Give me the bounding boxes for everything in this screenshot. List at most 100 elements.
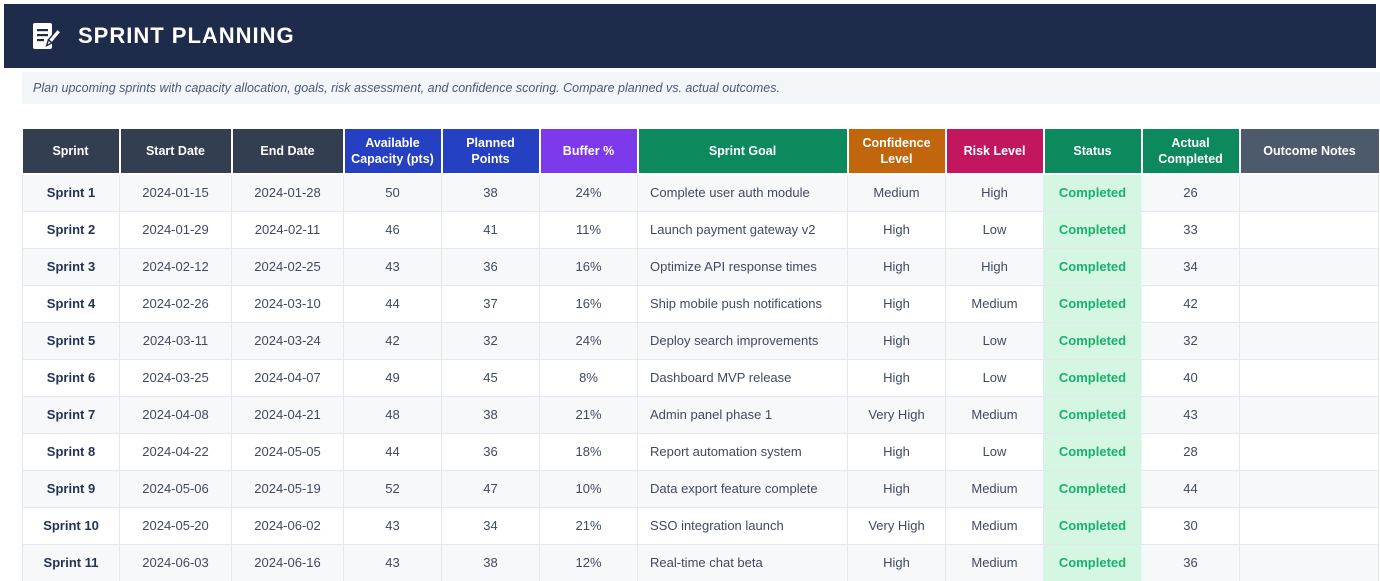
table-row: Sprint 11 2024-06-03 2024-06-16 43 38 12% Real… bbox=[22, 543, 1379, 581]
confidence-cell: High bbox=[847, 358, 946, 397]
actual-cell: 43 bbox=[1141, 395, 1240, 434]
table-row: Sprint 8 2024-04-22 2024-05-05 44 36 18% Repor… bbox=[22, 432, 1379, 471]
start_date-cell: 2024-04-22 bbox=[119, 432, 232, 471]
confidence-cell: High bbox=[847, 432, 946, 471]
title-banner: SPRINT PLANNING bbox=[4, 4, 1376, 68]
goal-cell: Deploy search improvements bbox=[637, 321, 848, 360]
sprint-cell: Sprint 3 bbox=[22, 247, 120, 286]
end_date-cell: 2024-05-19 bbox=[231, 469, 344, 508]
column-header-status: Status bbox=[1043, 129, 1143, 175]
confidence-cell: High bbox=[847, 469, 946, 508]
buffer-cell: 24% bbox=[539, 173, 638, 212]
end_date-cell: 2024-01-28 bbox=[231, 173, 344, 212]
table-header-row: Sprint Start Date End Date Available Capaci… bbox=[22, 129, 1379, 175]
capacity-cell: 52 bbox=[343, 469, 442, 508]
column-header-end_date: End Date bbox=[231, 129, 345, 175]
actual-cell: 28 bbox=[1141, 432, 1240, 471]
buffer-cell: 10% bbox=[539, 469, 638, 508]
notes-cell bbox=[1239, 543, 1379, 581]
start_date-cell: 2024-03-25 bbox=[119, 358, 232, 397]
planned-cell: 37 bbox=[441, 284, 540, 323]
capacity-cell: 42 bbox=[343, 321, 442, 360]
start_date-cell: 2024-06-03 bbox=[119, 543, 232, 581]
actual-cell: 26 bbox=[1141, 173, 1240, 212]
planned-cell: 38 bbox=[441, 395, 540, 434]
actual-cell: 36 bbox=[1141, 543, 1240, 581]
buffer-cell: 21% bbox=[539, 506, 638, 545]
start_date-cell: 2024-03-11 bbox=[119, 321, 232, 360]
planned-cell: 41 bbox=[441, 210, 540, 249]
start_date-cell: 2024-05-06 bbox=[119, 469, 232, 508]
notes-cell bbox=[1239, 321, 1379, 360]
status-cell: Completed bbox=[1043, 543, 1142, 581]
risk-cell: Low bbox=[945, 432, 1044, 471]
status-cell: Completed bbox=[1043, 210, 1142, 249]
sprint-cell: Sprint 6 bbox=[22, 358, 120, 397]
column-header-planned: Planned Points bbox=[441, 129, 541, 175]
confidence-cell: Medium bbox=[847, 173, 946, 212]
goal-cell: Real-time chat beta bbox=[637, 543, 848, 581]
goal-cell: Admin panel phase 1 bbox=[637, 395, 848, 434]
confidence-cell: High bbox=[847, 321, 946, 360]
end_date-cell: 2024-02-11 bbox=[231, 210, 344, 249]
goal-cell: Data export feature complete bbox=[637, 469, 848, 508]
planned-cell: 38 bbox=[441, 543, 540, 581]
start_date-cell: 2024-02-26 bbox=[119, 284, 232, 323]
table-row: Sprint 2 2024-01-29 2024-02-11 46 41 11% Launc… bbox=[22, 210, 1379, 249]
column-header-sprint: Sprint bbox=[22, 129, 121, 175]
risk-cell: Medium bbox=[945, 543, 1044, 581]
status-cell: Completed bbox=[1043, 247, 1142, 286]
sprint-cell: Sprint 1 bbox=[22, 173, 120, 212]
confidence-cell: High bbox=[847, 284, 946, 323]
goal-cell: Optimize API response times bbox=[637, 247, 848, 286]
status-cell: Completed bbox=[1043, 432, 1142, 471]
confidence-cell: Very High bbox=[847, 395, 946, 434]
risk-cell: High bbox=[945, 247, 1044, 286]
table-row: Sprint 4 2024-02-26 2024-03-10 44 37 16% Ship … bbox=[22, 284, 1379, 323]
column-header-actual: Actual Completed bbox=[1141, 129, 1241, 175]
start_date-cell: 2024-05-20 bbox=[119, 506, 232, 545]
end_date-cell: 2024-05-05 bbox=[231, 432, 344, 471]
end_date-cell: 2024-03-24 bbox=[231, 321, 344, 360]
actual-cell: 42 bbox=[1141, 284, 1240, 323]
planned-cell: 47 bbox=[441, 469, 540, 508]
status-cell: Completed bbox=[1043, 358, 1142, 397]
capacity-cell: 49 bbox=[343, 358, 442, 397]
table-row: Sprint 1 2024-01-15 2024-01-28 50 38 24% Compl… bbox=[22, 173, 1379, 212]
sprint-cell: Sprint 4 bbox=[22, 284, 120, 323]
buffer-cell: 16% bbox=[539, 284, 638, 323]
capacity-cell: 46 bbox=[343, 210, 442, 249]
notes-cell bbox=[1239, 247, 1379, 286]
capacity-cell: 48 bbox=[343, 395, 442, 434]
start_date-cell: 2024-02-12 bbox=[119, 247, 232, 286]
confidence-cell: High bbox=[847, 247, 946, 286]
sprint-cell: Sprint 11 bbox=[22, 543, 120, 581]
status-cell: Completed bbox=[1043, 321, 1142, 360]
end_date-cell: 2024-06-02 bbox=[231, 506, 344, 545]
notes-cell bbox=[1239, 395, 1379, 434]
risk-cell: Low bbox=[945, 321, 1044, 360]
memo-pencil-icon bbox=[29, 20, 61, 52]
end_date-cell: 2024-03-10 bbox=[231, 284, 344, 323]
actual-cell: 32 bbox=[1141, 321, 1240, 360]
notes-cell bbox=[1239, 506, 1379, 545]
capacity-cell: 44 bbox=[343, 432, 442, 471]
goal-cell: Report automation system bbox=[637, 432, 848, 471]
end_date-cell: 2024-02-25 bbox=[231, 247, 344, 286]
risk-cell: Medium bbox=[945, 395, 1044, 434]
capacity-cell: 43 bbox=[343, 247, 442, 286]
table-row: Sprint 6 2024-03-25 2024-04-07 49 45 8% Dashbo… bbox=[22, 358, 1379, 397]
sprint-cell: Sprint 7 bbox=[22, 395, 120, 434]
sprint-cell: Sprint 5 bbox=[22, 321, 120, 360]
sprint-cell: Sprint 10 bbox=[22, 506, 120, 545]
capacity-cell: 43 bbox=[343, 506, 442, 545]
start_date-cell: 2024-04-08 bbox=[119, 395, 232, 434]
status-cell: Completed bbox=[1043, 173, 1142, 212]
risk-cell: Low bbox=[945, 358, 1044, 397]
notes-cell bbox=[1239, 469, 1379, 508]
actual-cell: 40 bbox=[1141, 358, 1240, 397]
sprint-table-container: Sprint Start Date End Date Available Capaci… bbox=[22, 129, 1380, 581]
planned-cell: 36 bbox=[441, 247, 540, 286]
table-row: Sprint 5 2024-03-11 2024-03-24 42 32 24% Deplo… bbox=[22, 321, 1379, 360]
buffer-cell: 24% bbox=[539, 321, 638, 360]
